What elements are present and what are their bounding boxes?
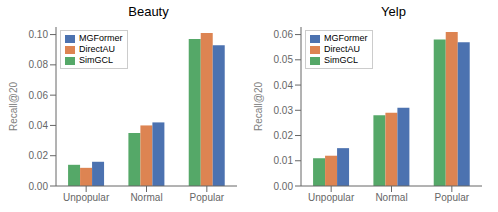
- svg-text:0.10: 0.10: [29, 29, 49, 40]
- svg-text:Unpopular: Unpopular: [308, 192, 355, 203]
- svg-text:0.02: 0.02: [274, 130, 294, 141]
- svg-text:0.03: 0.03: [274, 105, 294, 116]
- html-text:SimGCL: SimGCL: [79, 55, 113, 65]
- html-text:MGFormer: MGFormer: [79, 33, 123, 43]
- svg-text:Recall@20: Recall@20: [8, 82, 19, 132]
- svg-text:0.00: 0.00: [29, 181, 49, 192]
- html-text:DirectAU: DirectAU: [324, 44, 360, 54]
- svg-text:0.06: 0.06: [29, 90, 49, 101]
- svg-text:0.01: 0.01: [274, 155, 294, 166]
- svg-text:Popular: Popular: [435, 192, 470, 203]
- svg-text:0.08: 0.08: [29, 59, 49, 70]
- svg-text:Popular: Popular: [190, 192, 225, 203]
- svg-text:0.02: 0.02: [29, 150, 49, 161]
- html-text:Beauty: Beauty: [128, 4, 169, 19]
- html-text:MGFormer: MGFormer: [324, 33, 368, 43]
- svg-text:0.04: 0.04: [29, 120, 49, 131]
- svg-text:0.04: 0.04: [274, 80, 294, 91]
- html-text:Yelp: Yelp: [381, 4, 406, 19]
- svg-text:Normal: Normal: [130, 192, 162, 203]
- html-text:SimGCL: SimGCL: [324, 55, 358, 65]
- svg-text:0.05: 0.05: [274, 54, 294, 65]
- svg-text:Normal: Normal: [375, 192, 407, 203]
- svg-text:Recall@20: Recall@20: [253, 82, 264, 132]
- svg-text:0.06: 0.06: [274, 29, 294, 40]
- html-text:DirectAU: DirectAU: [79, 44, 115, 54]
- svg-text:Unpopular: Unpopular: [63, 192, 110, 203]
- svg-text:0.00: 0.00: [274, 181, 294, 192]
